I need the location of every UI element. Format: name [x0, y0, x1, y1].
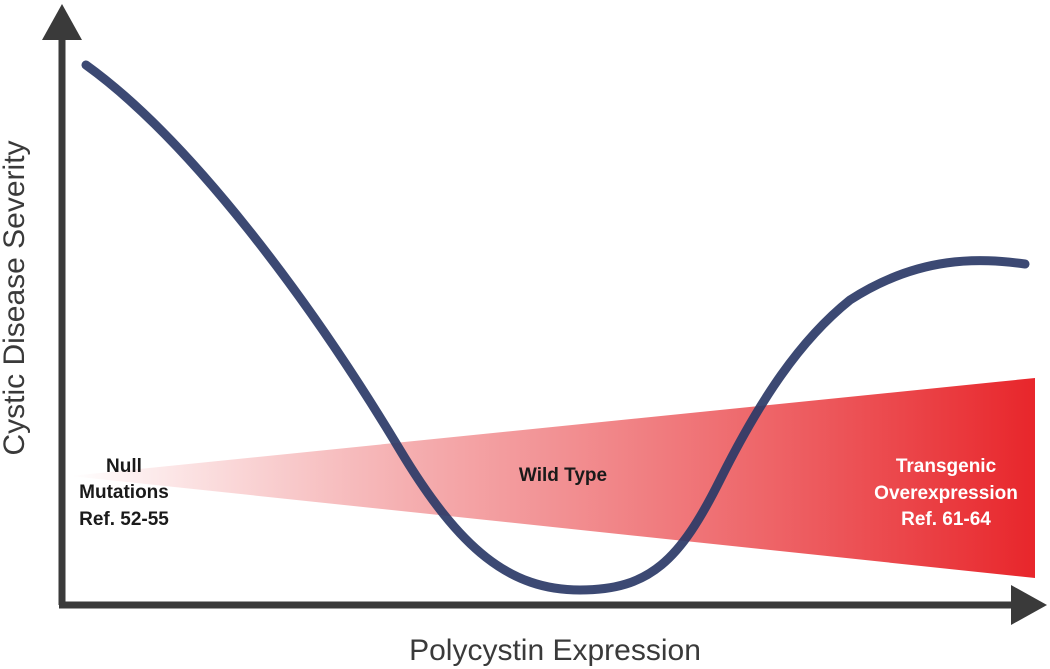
expression-gradient-wedge — [70, 378, 1035, 578]
severity-curve — [81, 60, 1030, 595]
null-line-3: Ref. 52-55 — [79, 509, 169, 530]
transgenic-line-3: Ref. 61-64 — [901, 509, 991, 530]
transgenic-label: Transgenic Overexpression Ref. 61-64 — [874, 456, 1018, 530]
null-line-1: Null — [106, 456, 142, 477]
y-axis-title: Cystic Disease Severity — [0, 140, 31, 455]
x-axis-title: Polycystin Expression — [409, 634, 701, 667]
y-axis-arrowhead — [42, 4, 82, 40]
transgenic-line-2: Overexpression — [874, 483, 1018, 504]
transgenic-line-1: Transgenic — [896, 456, 997, 477]
null-mutations-label: Null Mutations Ref. 52-55 — [79, 456, 169, 530]
wild-line-1: Wild Type — [519, 465, 607, 486]
wild-type-label: Wild Type — [519, 465, 607, 486]
null-line-2: Mutations — [79, 482, 169, 503]
x-axis-arrowhead — [1011, 585, 1047, 625]
